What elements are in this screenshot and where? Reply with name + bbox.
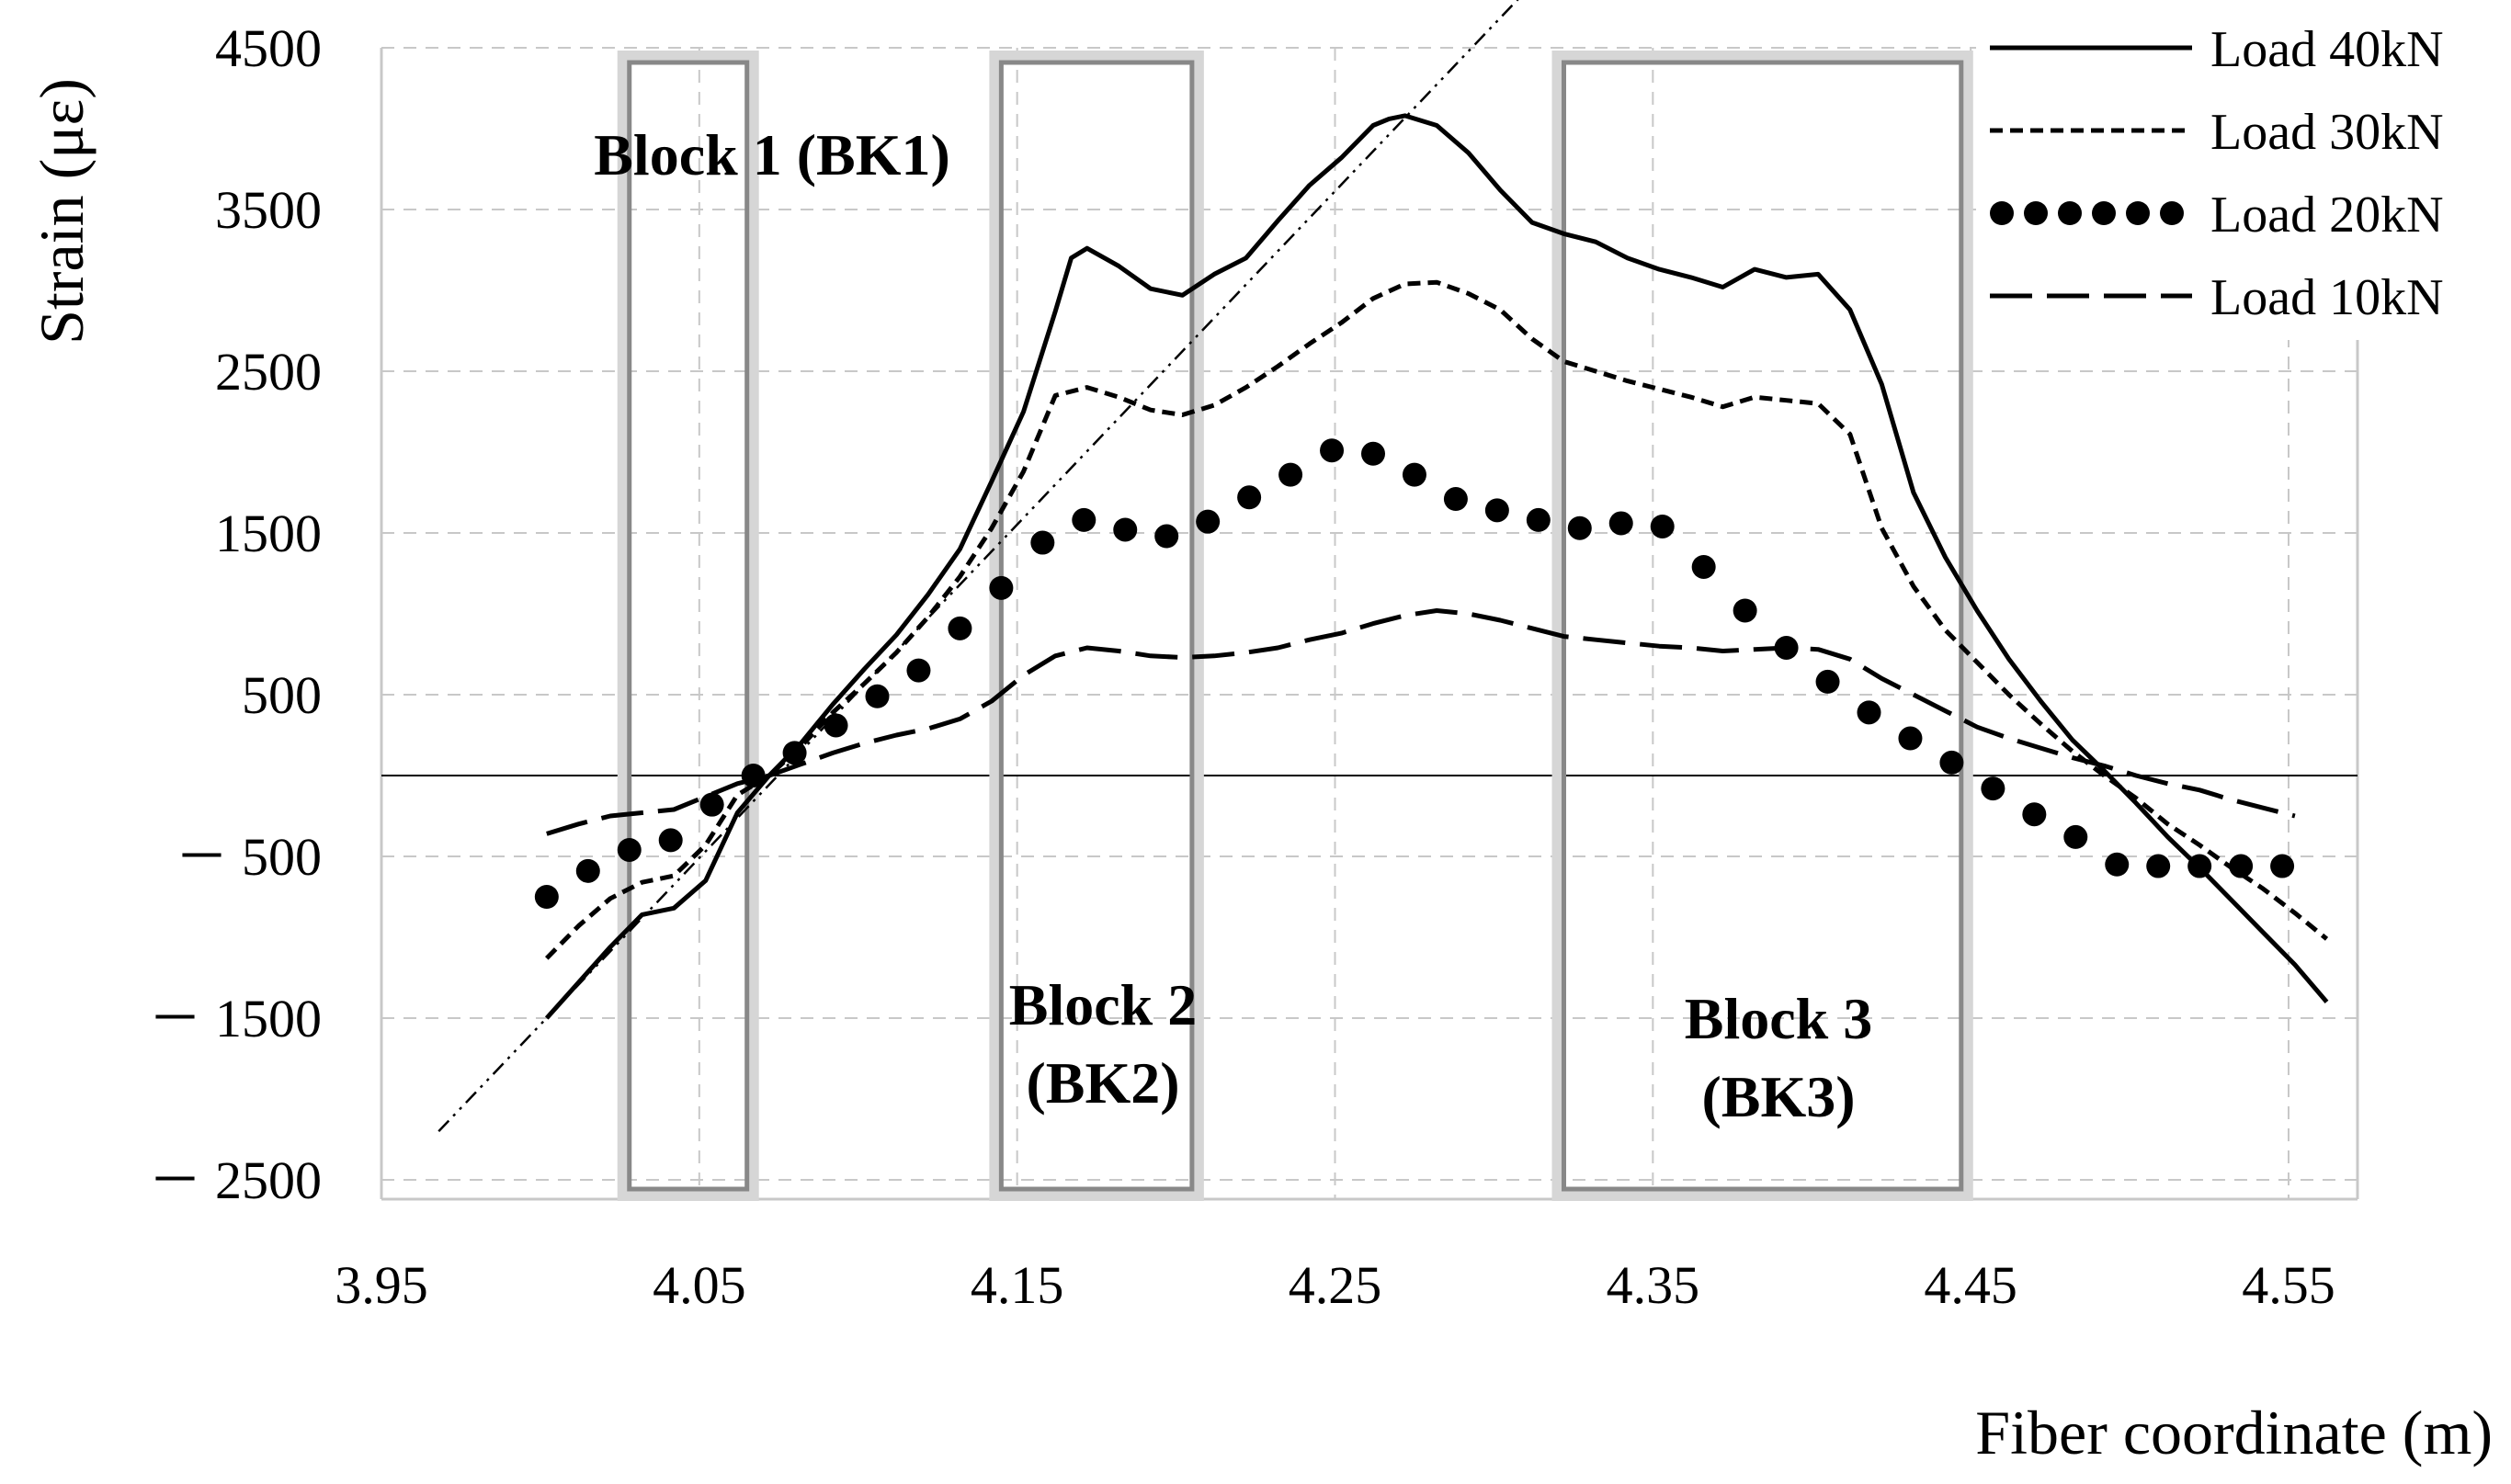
data-point <box>1608 511 1633 536</box>
block-label: Block 1 (BK1) <box>594 122 950 187</box>
tick-labels: 4500 3500 2500 1500 500 － 500 － 1500 － 25003.95… <box>148 18 2335 1315</box>
data-point <box>617 837 642 862</box>
data-point <box>1815 669 1840 694</box>
legend-marker <box>2160 201 2184 225</box>
y-tick-label: 500 <box>242 665 322 725</box>
legend-marker <box>1990 201 2014 225</box>
series-line <box>544 113 2329 1020</box>
x-tick-label: 4.25 <box>1289 1255 1382 1315</box>
y-tick-label: － 500 <box>175 827 322 887</box>
block-frame-1 <box>617 51 759 1201</box>
data-point <box>1113 517 1138 542</box>
data-point <box>1733 598 1757 623</box>
data-point <box>1320 438 1345 463</box>
data-point <box>1072 507 1096 532</box>
series-layer <box>534 113 2329 1020</box>
legend-label: Load 30kN <box>2210 104 2444 161</box>
data-point <box>1278 462 1303 487</box>
y-tick-label: 1500 <box>215 504 322 563</box>
data-point <box>1484 498 1509 523</box>
block-frames <box>617 51 1973 1201</box>
legend-marker <box>2058 201 2082 225</box>
data-point <box>948 616 972 640</box>
legend-marker <box>2092 201 2116 225</box>
block-label: (BK3) <box>1701 1064 1855 1129</box>
data-point <box>658 828 683 853</box>
series-load-10kn <box>546 608 2296 836</box>
data-point <box>2022 802 2047 827</box>
x-tick-label: 4.05 <box>653 1255 746 1315</box>
legend-marker <box>2126 201 2150 225</box>
data-point <box>699 792 724 817</box>
x-tick-label: 4.35 <box>1607 1255 1700 1315</box>
x-tick-label: 4.55 <box>2242 1255 2335 1315</box>
trend-line-layer <box>437 0 1519 1133</box>
legend: Load 40kN Load 30kN Load 20kN Load 10kN <box>1976 9 2509 340</box>
block-frame-border <box>998 60 1195 1192</box>
legend-label: Load 10kN <box>2210 269 2444 326</box>
data-point <box>1981 776 2005 801</box>
y-tick-label: 3500 <box>215 180 322 240</box>
x-axis-title: Fiber coordinate (m) <box>1975 1398 2493 1467</box>
data-point <box>865 684 890 708</box>
block-frame-border <box>627 60 750 1192</box>
series-line <box>545 279 2329 960</box>
legend-background <box>1976 9 2509 340</box>
data-point <box>1691 554 1716 579</box>
data-point <box>1857 700 1881 725</box>
data-point <box>1939 750 1964 775</box>
trend-line <box>437 0 1519 1133</box>
data-point <box>1443 487 1468 512</box>
data-point <box>2105 852 2130 877</box>
legend-marker <box>2024 201 2048 225</box>
data-point <box>575 858 600 883</box>
block-label: Block 2 <box>1009 972 1197 1037</box>
x-tick-label: 4.15 <box>971 1255 1064 1315</box>
x-tick-label: 4.45 <box>1924 1255 2017 1315</box>
series-load-20kn <box>534 438 2295 909</box>
data-point <box>1237 485 1262 510</box>
data-point <box>906 658 931 683</box>
data-point <box>1526 507 1551 532</box>
y-tick-label: － 1500 <box>148 989 322 1048</box>
legend-label: Load 40kN <box>2210 21 2444 78</box>
block-frame-shadow <box>989 51 1204 1201</box>
block-frame-shadow <box>617 51 759 1201</box>
data-point <box>1030 530 1055 555</box>
block-frame-border <box>1562 60 1964 1192</box>
y-tick-label: 2500 <box>215 342 322 402</box>
y-axis-title: Strain (με) <box>27 78 97 345</box>
data-point <box>989 575 1014 600</box>
data-point <box>1361 441 1385 466</box>
data-point <box>2187 854 2212 878</box>
block-labels: Block 1 (BK1) Block 2 (BK2) Block 3 (BK3) <box>594 122 1872 1129</box>
data-point <box>1154 524 1179 549</box>
data-point <box>2063 824 2088 849</box>
block-frame-2 <box>989 51 1204 1201</box>
series-load-30kn <box>545 279 2329 960</box>
data-point <box>2270 854 2295 878</box>
data-point <box>534 885 559 909</box>
data-point <box>1402 462 1426 487</box>
series-load-40kn <box>544 113 2329 1020</box>
data-point <box>782 741 807 765</box>
data-point <box>1898 726 1923 751</box>
y-tick-label: － 2500 <box>148 1150 322 1210</box>
block-frame-3 <box>1551 51 1973 1201</box>
data-point <box>1650 514 1675 538</box>
block-label: (BK2) <box>1026 1050 1179 1116</box>
data-point <box>2146 854 2171 878</box>
block-label: Block 3 <box>1685 986 1872 1051</box>
y-tick-label: 4500 <box>215 18 322 78</box>
x-tick-label: 3.95 <box>335 1255 428 1315</box>
data-point <box>824 713 848 738</box>
data-point <box>1196 509 1221 534</box>
series-line <box>546 608 2296 836</box>
legend-label: Load 20kN <box>2210 187 2444 244</box>
block-frame-shadow <box>1551 51 1973 1201</box>
data-point <box>1567 515 1592 540</box>
data-point <box>2229 854 2254 878</box>
